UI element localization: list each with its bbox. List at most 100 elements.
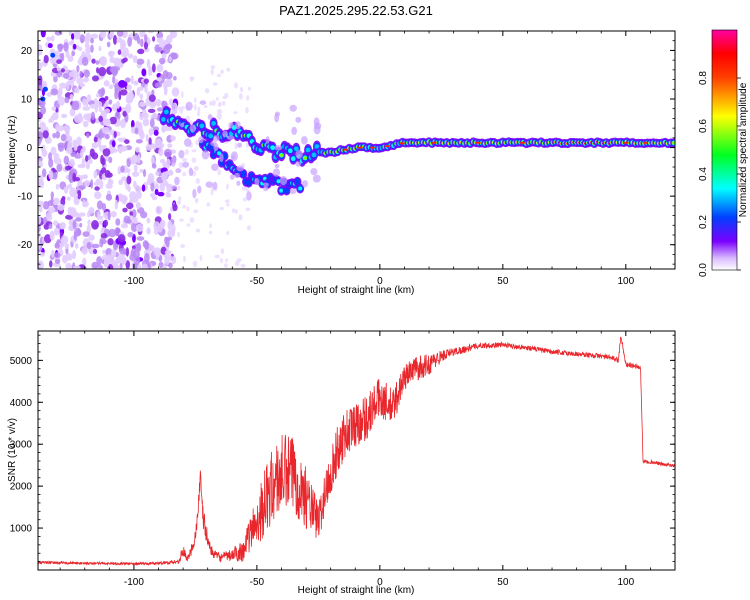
snr-panel: -100 -50 0 50 100 1000 2000 3000 4000 5000 Heigh… — [7, 330, 676, 596]
spectrogram-noise-speck — [125, 247, 130, 257]
spectrogram-noise-speck — [85, 154, 89, 163]
spectrogram-noise-speck — [177, 106, 182, 111]
spectrogram-noise-speck — [87, 210, 91, 218]
spectrogram-noise-speck — [68, 31, 72, 37]
spectrogram-transition-speck — [274, 163, 280, 169]
spectrogram-noise-speck — [77, 163, 86, 169]
spectrogram-noise-speck — [245, 207, 251, 212]
spectrogram-noise-speck — [120, 165, 125, 173]
colorbar-gradient — [712, 30, 737, 270]
spectrogram-noise-speck — [169, 31, 176, 35]
spectrogram-noise-speck — [38, 85, 44, 92]
spectrogram-noise-speck — [50, 88, 59, 96]
spectrogram-noise-speck — [125, 184, 130, 190]
spectrogram-noise-speck — [168, 56, 172, 62]
spectrogram-transition-speck — [295, 149, 303, 159]
spectrogram-noise-speck — [211, 99, 216, 107]
spectrogram-noise-speck — [197, 106, 201, 112]
spectrogram-noise-speck — [127, 53, 134, 59]
spectrogram-ridge-body — [208, 133, 214, 139]
spectrogram-transition-speck — [313, 124, 321, 135]
spectrogram-noise-speck — [140, 211, 148, 219]
spectrogram-noise-speck — [104, 108, 111, 114]
spectrogram-noise-speck — [182, 204, 187, 209]
spectrogram-noise-speck — [113, 130, 117, 139]
spectrogram-transition-speck — [192, 188, 197, 199]
spectrogram-marks — [38, 31, 675, 269]
spectrogram-noise-speck — [112, 75, 116, 84]
spectrogram-noise-speck — [152, 126, 160, 132]
spectrogram-noise-speck — [103, 80, 110, 87]
spectrogram-noise-speck — [223, 263, 228, 268]
spectrogram-transition-speck — [274, 145, 283, 151]
spectrogram-noise-speck — [68, 41, 74, 46]
spectrogram-noise-speck — [216, 73, 222, 78]
spectrogram-noise-speck — [140, 38, 144, 48]
spectrogram-noise-speck — [146, 217, 151, 224]
spectrogram-noise-speck — [132, 217, 138, 224]
spectrogram-noise-speck — [165, 170, 170, 176]
spectrogram-noise-speck — [217, 169, 222, 176]
spectrogram-noise-speck — [193, 209, 199, 214]
spectrogram-ridge-peak — [357, 146, 363, 149]
spectrogram-noise-speck — [222, 100, 226, 106]
spectrogram-noise-speck — [240, 86, 244, 93]
spectrogram-noise-speck — [50, 197, 54, 206]
spectrogram-noise-speck — [180, 243, 185, 249]
spectrogram-noise-speck — [210, 65, 216, 70]
spectrogram-noise-speck — [59, 222, 67, 230]
spectrogram-noise-speck — [148, 66, 153, 77]
snr-frame — [37, 330, 676, 571]
snr-y-tick-label: 5000 — [10, 356, 33, 367]
spectrogram-branch-body — [279, 188, 284, 193]
snr-x-tick-label: 0 — [377, 577, 383, 588]
spectrogram-noise-speck — [173, 75, 177, 81]
spectrogram-noise-speck — [54, 242, 60, 249]
spectrogram-transition-speck — [207, 114, 213, 120]
spectrogram-transition-speck — [254, 177, 260, 186]
spectrogram-noise-speck — [184, 148, 189, 155]
spectrogram-noise-speck — [95, 101, 103, 108]
spectrogram-noise-speck — [226, 183, 229, 190]
spectrogram-x-tick-label: 100 — [617, 276, 634, 287]
spectrogram-noise-speck — [141, 263, 148, 269]
spectrogram-noise-speck — [146, 58, 151, 69]
spectrogram-noise-speck — [178, 196, 182, 201]
spectrogram-noise-speck — [189, 76, 195, 81]
spectrogram-noise-speck — [192, 260, 198, 267]
spectrogram-noise-speck — [120, 51, 126, 58]
spectrogram-noise-speck — [103, 257, 110, 268]
spectrogram-noise-speck — [125, 260, 131, 269]
colorbar-tick-label: 0.0 — [698, 263, 709, 277]
spectrogram-noise-speck — [85, 161, 91, 170]
spectrogram-noise-speck — [109, 116, 117, 125]
spectrogram-noise-speck — [118, 247, 127, 255]
spectrogram-transition-speck — [183, 138, 192, 147]
spectrogram-transition-speck — [197, 185, 202, 194]
snr-plot-area — [38, 331, 675, 570]
spectrogram-transition-speck — [289, 104, 297, 112]
spectrogram-noise-speck — [66, 196, 71, 201]
spectrogram-noise-speck — [170, 135, 176, 142]
spectrogram-noise-speck — [171, 255, 177, 265]
spectrogram-noise-speck — [238, 214, 243, 221]
spectrogram-noise-speck — [64, 165, 71, 171]
spectrogram-noise-speck — [150, 182, 155, 192]
spectrogram-noise-speck — [135, 138, 143, 144]
snr-series-line — [38, 336, 675, 567]
spectrogram-noise-speck — [162, 265, 167, 269]
spectrogram-noise-speck — [214, 254, 220, 259]
spectrogram-noise-speck — [73, 232, 77, 241]
spectrogram-noise-speck — [182, 171, 187, 177]
spectrogram-noise-speck — [77, 180, 83, 185]
spectrogram-transition-speck — [174, 176, 180, 186]
spectrogram-noise-speck — [77, 112, 83, 121]
spectrogram-ridge-body — [305, 147, 311, 153]
spectrogram-noise-speck — [245, 106, 249, 114]
spectrogram-noise-speck — [109, 56, 115, 64]
spectrogram-noise-speck — [159, 219, 166, 229]
spectrogram-noise-speck — [50, 249, 55, 258]
snr-x-ticks: -100 -50 0 50 100 — [59, 331, 676, 588]
spectrogram-noise-speck — [96, 256, 103, 265]
spectrogram-noise-speck — [133, 80, 139, 86]
